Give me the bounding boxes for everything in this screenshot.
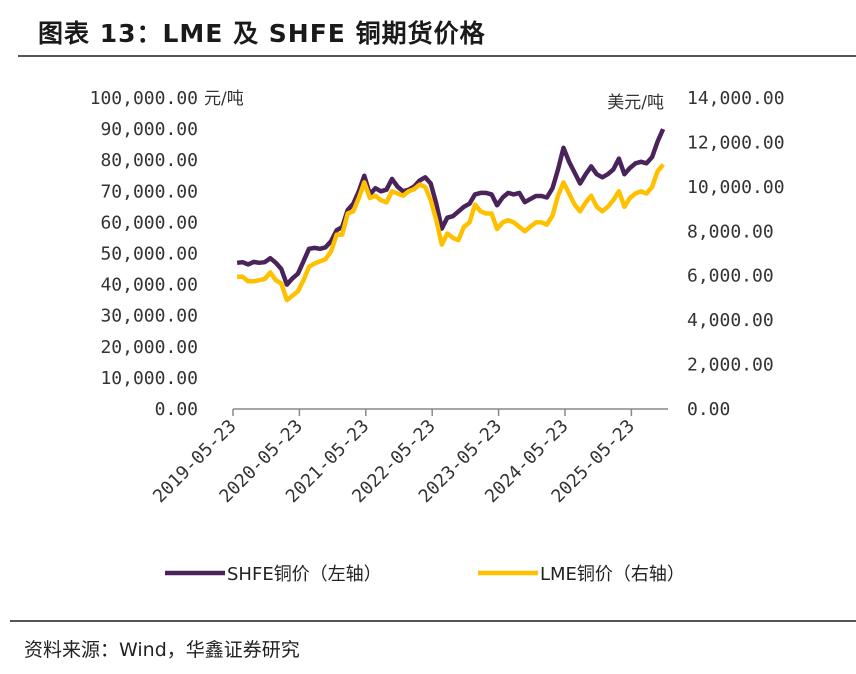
left-tick-label: 0.00 <box>155 399 198 420</box>
right-tick-label: 8,000.00 <box>687 221 774 242</box>
left-tick-label: 40,000.00 <box>100 275 198 296</box>
right-tick-label: 10,000.00 <box>687 177 785 198</box>
left-tick-label: 70,000.00 <box>100 181 198 202</box>
title-divider <box>18 55 856 57</box>
left-tick-label: 20,000.00 <box>100 337 198 358</box>
series-line-lme <box>237 163 665 303</box>
right-axis-unit: 美元/吨 <box>607 93 664 113</box>
left-tick-label: 100,000.00 <box>90 88 198 109</box>
left-tick-label: 90,000.00 <box>100 119 198 140</box>
footer-divider <box>10 620 856 622</box>
chart-title: 图表 13：LME 及 SHFE 铜期货价格 <box>38 19 486 48</box>
left-tick-label: 30,000.00 <box>100 306 198 327</box>
left-tick-label: 50,000.00 <box>100 244 198 265</box>
legend-label: SHFE铜价（左轴） <box>227 564 382 585</box>
source-note: 资料来源：Wind，华鑫证券研究 <box>24 639 300 661</box>
legend-label: LME铜价（右轴） <box>540 564 685 585</box>
left-axis-unit: 元/吨 <box>204 89 244 109</box>
right-tick-label: 4,000.00 <box>687 310 774 331</box>
right-tick-label: 12,000.00 <box>687 132 785 153</box>
axes: 0.00 10,000.00 20,000.00 30,000.00 40,000.00… <box>90 88 785 507</box>
right-tick-label: 2,000.00 <box>687 355 774 376</box>
right-tick-label: 14,000.00 <box>687 88 785 109</box>
legend: SHFE铜价（左轴） LME铜价（右轴） <box>165 564 685 585</box>
left-tick-label: 60,000.00 <box>100 212 198 233</box>
right-tick-label: 6,000.00 <box>687 266 774 287</box>
left-tick-label: 10,000.00 <box>100 368 198 389</box>
series-line-shfe <box>236 128 666 287</box>
right-tick-label: 0.00 <box>687 399 730 420</box>
series-lines <box>236 128 666 303</box>
left-tick-label: 80,000.00 <box>100 150 198 171</box>
